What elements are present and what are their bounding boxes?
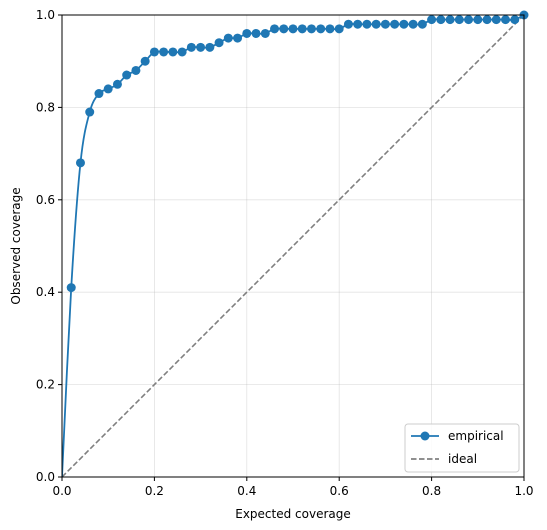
data-point-empirical (297, 24, 307, 34)
data-point-empirical (417, 19, 427, 29)
data-point-empirical (482, 15, 492, 25)
data-point-empirical (270, 24, 280, 34)
data-point-empirical (464, 15, 474, 25)
legend-label-ideal: ideal (448, 452, 477, 466)
data-point-empirical (380, 19, 390, 29)
data-point-empirical (85, 107, 95, 117)
data-point-empirical (131, 65, 141, 75)
legend-label-empirical: empirical (448, 429, 504, 443)
data-point-empirical (66, 283, 76, 293)
x-tick-label: 1.0 (514, 484, 533, 498)
data-point-empirical (214, 38, 224, 48)
y-tick-label: 0.6 (36, 193, 55, 207)
data-point-empirical (325, 24, 335, 34)
data-point-empirical (140, 56, 150, 66)
x-tick-label: 0.8 (422, 484, 441, 498)
x-tick-label: 0.6 (330, 484, 349, 498)
data-point-empirical (510, 15, 520, 25)
x-tick-label: 0.2 (145, 484, 164, 498)
data-point-empirical (362, 19, 372, 29)
data-point-empirical (75, 158, 85, 168)
y-axis-label: Observed coverage (9, 187, 23, 304)
data-point-empirical (408, 19, 418, 29)
y-tick-label: 1.0 (36, 8, 55, 22)
data-point-empirical (242, 28, 252, 38)
data-point-empirical (445, 15, 455, 25)
legend-marker-empirical (420, 431, 430, 441)
data-point-empirical (251, 28, 261, 38)
y-tick-label: 0.0 (36, 470, 55, 484)
data-point-empirical (112, 79, 122, 89)
data-point-empirical (491, 15, 501, 25)
data-point-empirical (223, 33, 233, 43)
x-tick-label: 0.0 (52, 484, 71, 498)
y-tick-label: 0.2 (36, 378, 55, 392)
data-point-empirical (149, 47, 159, 57)
y-tick-label: 0.4 (36, 285, 55, 299)
y-tick-label: 0.8 (36, 100, 55, 114)
data-point-empirical (473, 15, 483, 25)
data-point-empirical (353, 19, 363, 29)
data-point-empirical (454, 15, 464, 25)
data-point-empirical (501, 15, 511, 25)
data-point-empirical (306, 24, 316, 34)
data-point-empirical (399, 19, 409, 29)
data-point-empirical (436, 15, 446, 25)
data-point-empirical (196, 42, 206, 52)
data-point-empirical (260, 28, 270, 38)
data-point-empirical (316, 24, 326, 34)
grid-lines (61, 14, 525, 478)
data-point-empirical (103, 84, 113, 94)
data-point-empirical (233, 33, 243, 43)
data-point-empirical (159, 47, 169, 57)
x-tick-label: 0.4 (237, 484, 256, 498)
data-point-empirical (343, 19, 353, 29)
data-point-empirical (94, 89, 104, 99)
data-point-empirical (371, 19, 381, 29)
series-line-ideal (62, 15, 524, 477)
plot-area (62, 15, 524, 477)
series-markers-empirical (66, 10, 529, 293)
data-point-empirical (177, 47, 187, 57)
axis-ticks: 0.0 0.2 0.4 0.6 0.8 1.0 0.0 0.2 0.4 0.6 0.8 1.0 (36, 8, 534, 498)
data-point-empirical (334, 24, 344, 34)
data-point-empirical (279, 24, 289, 34)
data-point-empirical (186, 42, 196, 52)
data-point-empirical (168, 47, 178, 57)
data-point-empirical (390, 19, 400, 29)
data-point-empirical (122, 70, 132, 80)
x-axis-label: Expected coverage (235, 507, 351, 521)
series-line-empirical (62, 15, 524, 477)
data-point-empirical (427, 15, 437, 25)
data-point-empirical (205, 42, 215, 52)
data-point-empirical (288, 24, 298, 34)
legend: empirical ideal (404, 423, 520, 473)
axes-frame (61, 14, 525, 478)
